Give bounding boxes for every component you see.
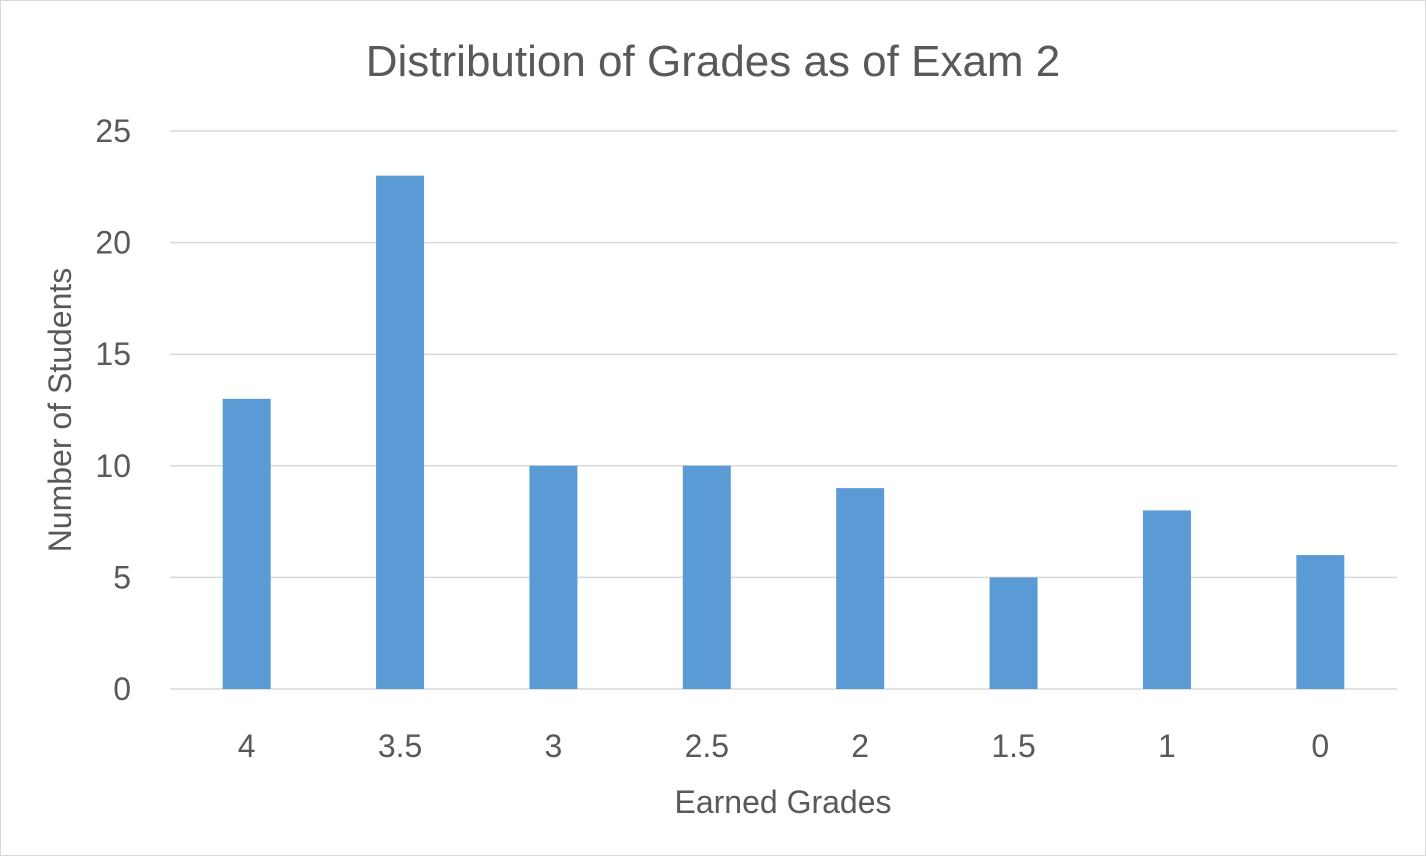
y-tick-label: 15 [95,336,131,372]
x-tick-label: 2 [851,728,869,764]
y-tick-label: 25 [95,113,131,149]
x-tick-label: 0 [1311,728,1329,764]
y-axis-label: Number of Students [42,268,78,553]
y-tick-label: 5 [113,559,131,595]
bar-2 [836,488,885,689]
x-tick-label: 3 [545,728,563,764]
bars [222,175,1345,689]
x-tick-label: 4 [238,728,256,764]
gridlines [170,130,1397,690]
bar-0 [1296,555,1345,689]
y-tick-label: 20 [95,225,131,261]
x-axis-ticks: 4 3.5 3 2.5 2 1.5 1 0 [238,728,1329,764]
x-axis-label: Earned Grades [674,784,891,820]
bar-1.5 [989,577,1038,689]
bar-3 [529,465,578,689]
chart-title: Distribution of Grades as of Exam 2 [366,37,1061,86]
x-tick-label: 1 [1158,728,1176,764]
bar-1 [1142,510,1191,689]
x-tick-label: 2.5 [685,728,729,764]
bar-3.5 [376,175,425,689]
bar-4 [222,398,271,689]
y-axis-ticks: 0 5 10 15 20 25 [95,113,131,707]
x-tick-label: 1.5 [991,728,1035,764]
y-tick-label: 0 [113,671,131,707]
x-tick-label: 3.5 [378,728,422,764]
bar-2.5 [682,465,731,689]
y-tick-label: 10 [95,448,131,484]
